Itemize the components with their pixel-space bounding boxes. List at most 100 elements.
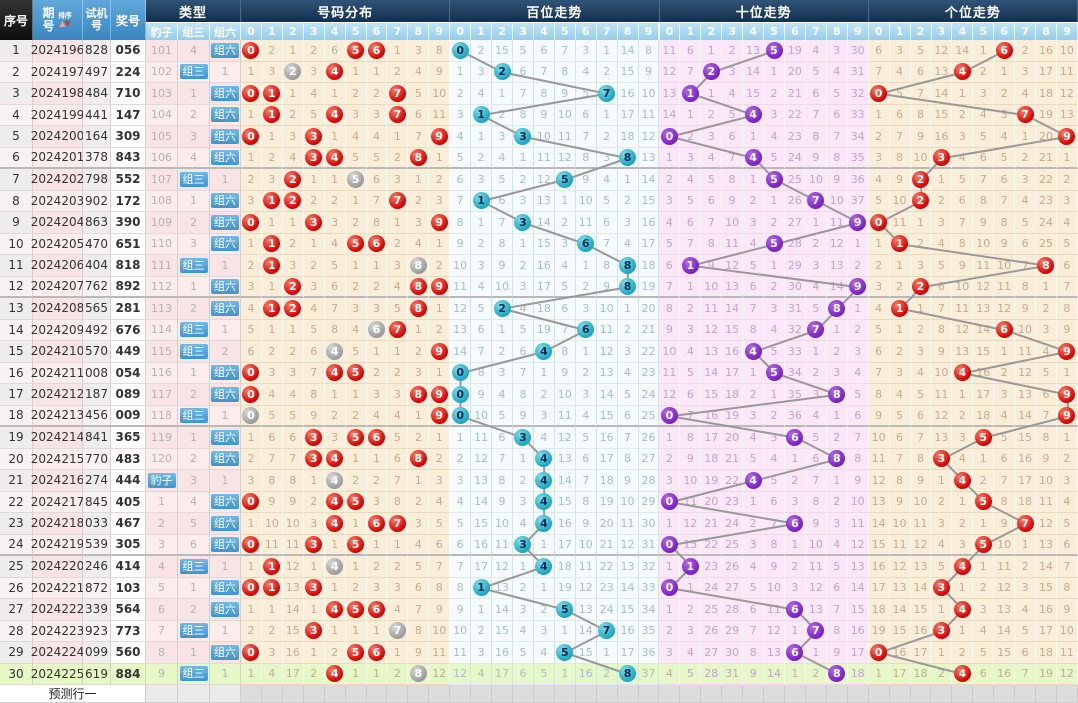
trend-cell: 8 xyxy=(408,255,430,277)
digit-header-cell: 2 xyxy=(492,22,514,40)
drawn-ball: 7 xyxy=(388,106,406,124)
trend-cell: 1 xyxy=(868,233,890,255)
type-cell: 4 xyxy=(178,40,210,62)
trend-cell: 4 xyxy=(701,147,723,169)
trend-cell: 1 xyxy=(324,534,346,556)
drawn-ball: 6 xyxy=(367,514,385,532)
trend-cell: 30 xyxy=(638,513,660,535)
trend-cell: 1 xyxy=(910,212,932,234)
sort-up-icon[interactable]: ▲ xyxy=(59,19,65,28)
trend-cell: 5 xyxy=(764,362,785,384)
trend-cell: 2 xyxy=(931,663,953,685)
type-cell: 120 xyxy=(146,448,178,470)
trend-cell: 4 xyxy=(408,233,430,255)
trend-cell: 1 xyxy=(345,620,367,642)
drawn-ball: 4 xyxy=(326,665,344,683)
trend-section-hundreds: 3 13 8 2 4 14 7 18 9 28 xyxy=(450,470,660,492)
sort-arrows[interactable]: ▲▼ xyxy=(59,19,71,28)
trend-cell: 1 xyxy=(345,61,367,83)
trend-cell: 6 xyxy=(366,169,388,191)
trend-cell: 4 xyxy=(324,341,346,363)
drawn-ball: 2 xyxy=(702,63,720,81)
trend-cell: 8 xyxy=(554,61,576,83)
sort-control[interactable]: 排序 ▲▼ xyxy=(57,12,73,28)
trend-cell: 4 xyxy=(387,276,409,298)
prediction-row[interactable]: 预测行一 xyxy=(0,685,1078,703)
trend-cell: 1 xyxy=(575,255,597,277)
trend-section-units: 7 4 6 13 4 2 1 3 17 11 xyxy=(868,61,1078,83)
drawn-ball: 4 xyxy=(953,557,971,575)
trend-cell: 5 xyxy=(701,169,723,191)
trend-cell: 5 xyxy=(408,556,430,578)
trend-cell: 1 xyxy=(952,384,974,406)
digit-header-cell: 3 xyxy=(513,22,534,40)
trend-cell: 1 xyxy=(345,255,367,277)
trend-cell: 7 xyxy=(324,298,346,320)
trend-cell: 3 xyxy=(701,126,723,148)
type-badge: 组三 xyxy=(179,623,208,639)
sort-down-icon[interactable]: ▼ xyxy=(64,19,71,28)
trend-cell: 2 xyxy=(680,126,702,148)
trend-cell: 11 xyxy=(429,642,451,664)
period-cell: 2024200 xyxy=(31,126,84,148)
drawn-ball: 9 xyxy=(1058,406,1076,424)
trend-cell: 14 xyxy=(889,599,911,621)
type-cell: 组六 xyxy=(210,126,241,148)
trend-section-hundreds: 11 3 16 5 4 5 15 1 17 36 xyxy=(450,642,660,664)
trend-cell: 3 xyxy=(973,83,995,105)
trend-cell: 1 xyxy=(261,276,283,298)
trend-cell: 29 xyxy=(638,491,660,513)
trend-cell: 7 xyxy=(805,620,827,642)
trend-section-tens: 9 3 12 15 8 4 32 7 1 2 xyxy=(659,319,869,341)
trend-cell: 6 xyxy=(680,384,702,406)
drawn-ball: 7 xyxy=(388,192,406,210)
test-number-cell: 274 xyxy=(83,470,111,492)
trend-cell: 6 xyxy=(910,61,932,83)
trend-cell: 3 xyxy=(366,577,388,599)
trend-cell: 4 xyxy=(952,362,974,384)
trend-cell: 6 xyxy=(533,40,555,62)
trend-section-tens: 1 8 17 20 4 3 6 5 2 7 xyxy=(659,427,869,449)
drawn-ball: 4 xyxy=(953,600,971,618)
trend-cell: 3 xyxy=(952,427,974,449)
type-badge: 组六 xyxy=(211,365,239,381)
trend-cell: 2 xyxy=(680,298,702,320)
trend-cell: 2 xyxy=(450,448,472,470)
trend-cell: 4 xyxy=(952,663,974,685)
trend-cell: 10 xyxy=(1015,319,1037,341)
trend-cell: 17 xyxy=(847,642,869,664)
trend-cell: 17 xyxy=(868,577,890,599)
trend-cell: 4 xyxy=(533,513,555,535)
trend-cell: 1 xyxy=(387,40,409,62)
trend-cell: 1 xyxy=(366,448,388,470)
table-row: 13 2024208 565 281 113 2 组六 4 1 2 4 7 3 3 5 8 1 12 5 2 4 18 6 3… xyxy=(0,298,1078,320)
trend-cell: 16 xyxy=(533,255,555,277)
trend-cell: 1 xyxy=(366,341,388,363)
drawn-ball: 7 xyxy=(807,192,825,210)
trend-section-units: 10 6 7 13 3 5 5 15 8 1 xyxy=(868,427,1078,449)
trend-cell: 9 xyxy=(575,169,597,191)
trend-cell: 1 xyxy=(826,319,848,341)
trend-cell: 2 xyxy=(784,470,806,492)
drawn-ball: 5 xyxy=(556,170,574,188)
trend-cell: 11 xyxy=(554,126,576,148)
period-cell: 2024196 xyxy=(31,40,84,62)
trend-cell: 17 xyxy=(554,534,576,556)
trend-section-tens: 0 1 24 27 5 10 3 12 6 14 xyxy=(659,577,869,599)
trend-cell: 2 xyxy=(324,405,346,427)
trend-cell: 15 xyxy=(533,233,555,255)
trend-cell: 6 xyxy=(241,341,262,363)
trend-cell: 13 xyxy=(492,577,513,599)
trend-cell: 4 xyxy=(408,61,430,83)
type-cell: 2 xyxy=(178,104,210,126)
trend-cell: 4 xyxy=(324,513,346,535)
trend-cell: 2 xyxy=(847,255,869,277)
trend-cell: 6 xyxy=(366,599,388,621)
trend-cell: 4 xyxy=(1036,341,1057,363)
trend-cell: 0 xyxy=(241,83,262,105)
test-number-cell: 863 xyxy=(83,212,111,234)
type-cell: 组三 xyxy=(178,620,210,642)
drawn-ball: 5 xyxy=(347,535,365,553)
